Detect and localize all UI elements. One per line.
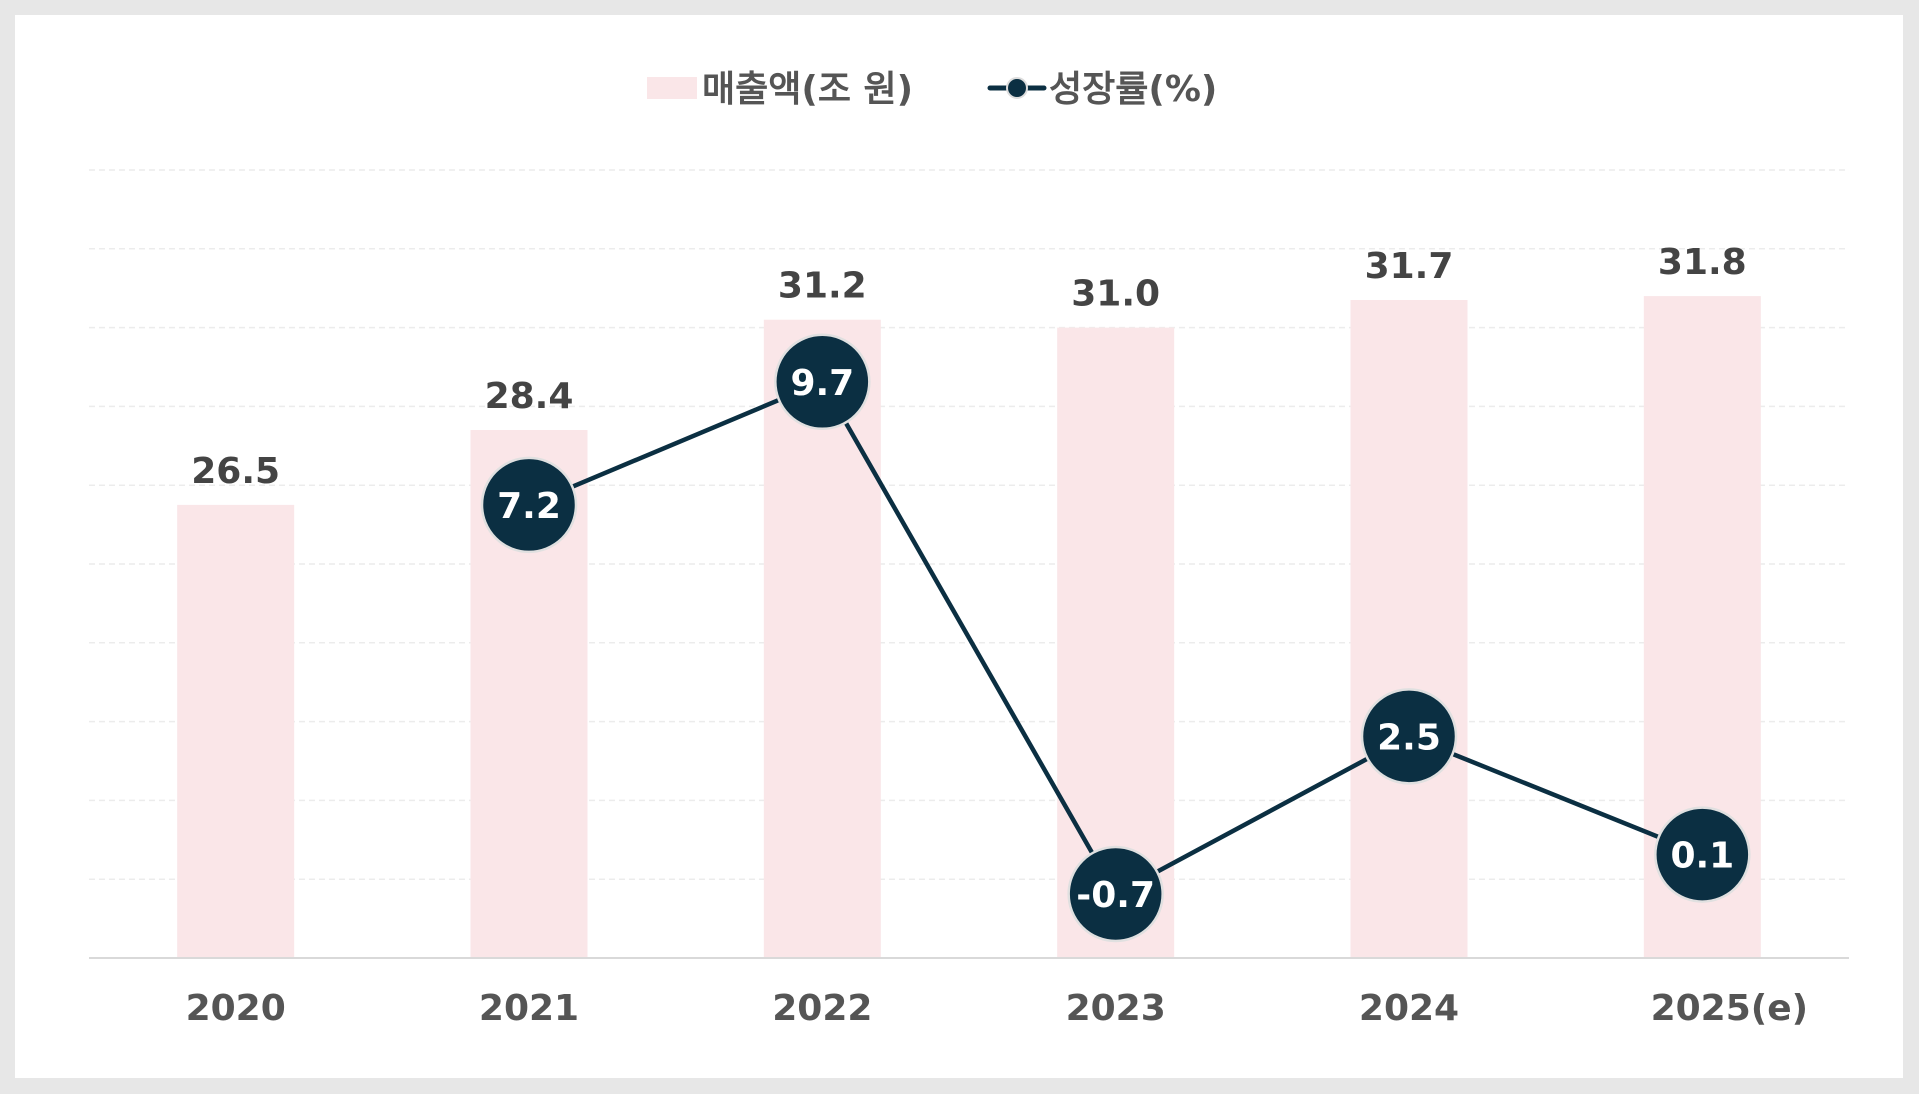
growth-line: 7.2 9.7 -0.7 2.5 0.1 <box>480 333 1751 943</box>
bar-value-labels: 26.5 28.4 31.2 31.0 31.7 31.8 <box>191 242 1746 492</box>
x-tick-label: 2023 <box>1066 988 1166 1029</box>
gridlines <box>89 169 1849 880</box>
x-tick-label: 2022 <box>772 988 872 1029</box>
growth-value-label: 9.7 <box>790 363 854 404</box>
bars <box>177 296 1761 959</box>
x-tick-label: 2021 <box>479 988 579 1029</box>
growth-marker <box>1360 688 1458 785</box>
x-tick-label: 2024 <box>1359 988 1459 1029</box>
bar-value-label: 26.5 <box>191 451 280 492</box>
legend: 매출액(조 원) 성장률(%) <box>647 69 1217 110</box>
growth-value-label: 2.5 <box>1377 717 1441 758</box>
growth-marker <box>1654 806 1751 903</box>
x-tick-label: 2025(e) <box>1651 988 1809 1029</box>
growth-value-label: -0.7 <box>1076 875 1155 916</box>
bar-value-label: 31.7 <box>1365 246 1454 287</box>
bar-value-label: 31.8 <box>1658 242 1747 283</box>
growth-marker <box>480 456 578 554</box>
x-tick-label: 2020 <box>186 988 286 1029</box>
bar-value-label: 28.4 <box>485 376 574 417</box>
bar-2024 <box>1350 300 1468 958</box>
bar-value-label: 31.0 <box>1071 274 1160 315</box>
chart-card <box>15 15 1903 1078</box>
bar-value-label: 31.2 <box>778 266 867 307</box>
legend-marker-icon <box>1006 77 1028 99</box>
legend-label-growth: 성장률(%) <box>1049 69 1217 110</box>
growth-marker <box>1067 845 1164 943</box>
growth-value-label: 0.1 <box>1670 836 1734 877</box>
growth-marker <box>774 333 871 431</box>
legend-swatch-bar <box>647 77 697 99</box>
growth-value-label: 7.2 <box>497 486 561 527</box>
x-axis-labels: 2020 2021 2022 2023 2024 2025(e) <box>186 988 1809 1029</box>
legend-label-sales: 매출액(조 원) <box>702 69 913 110</box>
bar-2020 <box>177 504 295 958</box>
